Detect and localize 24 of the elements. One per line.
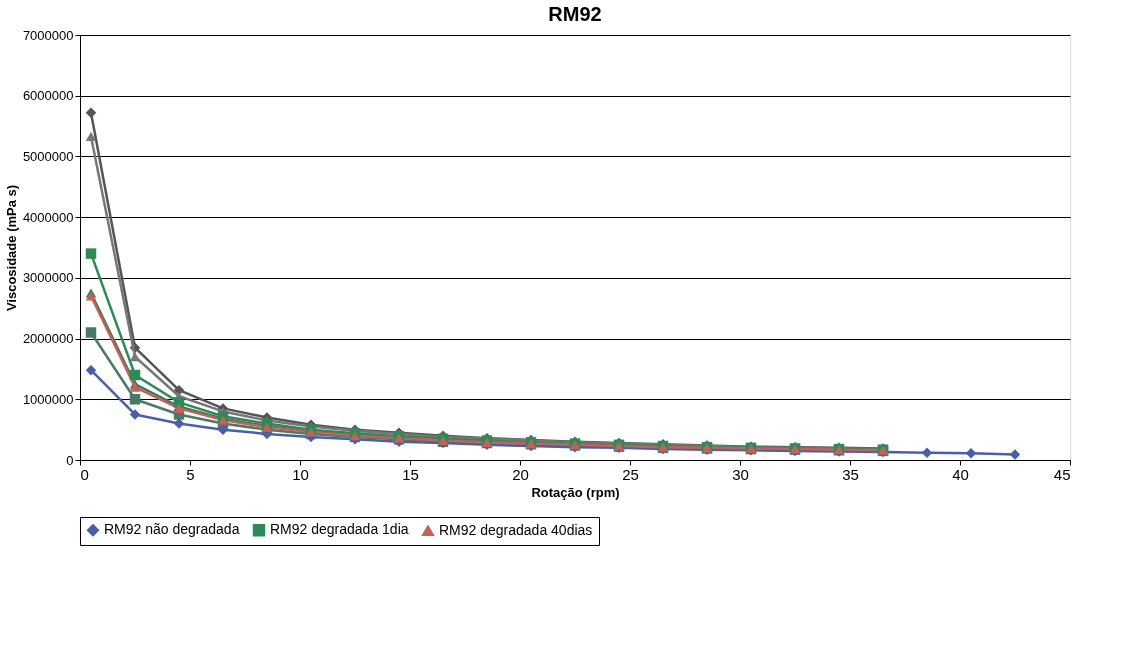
x-tick-label: 10 (292, 465, 309, 483)
y-tick-label: 0 (66, 452, 74, 468)
y-tick-label: 7000000 (22, 27, 74, 43)
x-tick-label: 35 (842, 465, 859, 483)
y-tick-label: 6000000 (22, 88, 74, 104)
x-tick-label: 30 (732, 465, 749, 483)
y-tick-label: 1000000 (22, 391, 74, 407)
x-tick-label: 5 (186, 465, 195, 483)
legend-label: RM92 degradada 40dias (439, 521, 593, 538)
legend-label: RM92 degradada 1dia (270, 521, 409, 538)
x-tick-label: 40 (952, 465, 969, 483)
x-tick-label: 45 (1053, 465, 1071, 483)
x-tick-label: 25 (622, 465, 639, 483)
y-tick-label: 3000000 (22, 270, 74, 286)
chart-title: RM92 (548, 3, 602, 25)
y-tick-label: 2000000 (22, 331, 74, 347)
y-axis-title: Viscosidade (mPa s) (3, 184, 19, 312)
x-tick-label: 0 (80, 465, 89, 483)
x-tick-label: 15 (402, 465, 419, 483)
y-tick-label: 5000000 (22, 148, 74, 164)
legend-label: RM92 não degradada (104, 521, 240, 538)
x-tick-label: 20 (512, 465, 529, 483)
y-tick-label: 4000000 (22, 209, 74, 225)
x-axis-title: Rotação (rpm) (531, 484, 620, 500)
